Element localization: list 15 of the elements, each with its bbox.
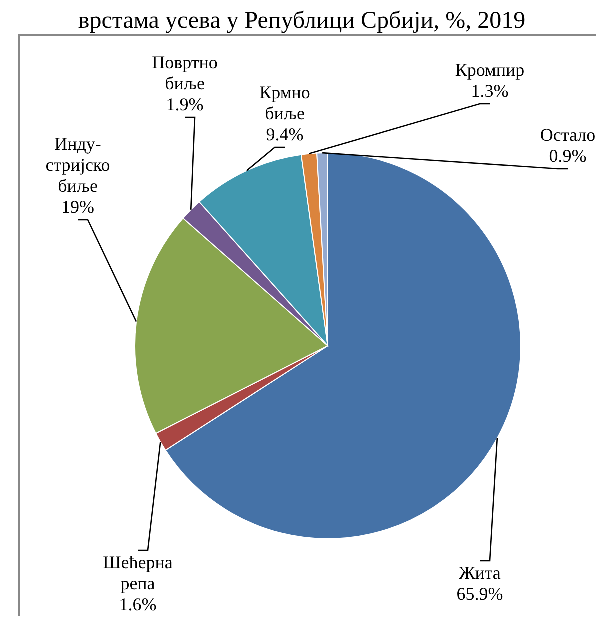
data-label: 65.9% bbox=[456, 584, 504, 604]
slice-label: Кромпир bbox=[455, 60, 525, 80]
data-label: 1.9% bbox=[166, 94, 204, 114]
slice-label: Повртно биље bbox=[152, 52, 218, 94]
data-label: 1.6% bbox=[119, 594, 157, 614]
slice-label: Остало bbox=[540, 125, 596, 145]
data-label: 0.9% bbox=[549, 146, 587, 166]
data-label: 1.3% bbox=[471, 81, 509, 101]
data-label: 9.4% bbox=[266, 124, 304, 144]
slice-label: Инду- стријско биље bbox=[46, 134, 110, 196]
chart-title: врстама усева у Републици Србији, %, 2019 bbox=[77, 8, 527, 34]
slice-label: Жита bbox=[459, 563, 501, 583]
slice-label: Крмно биље bbox=[260, 82, 310, 124]
slice-label: Шећерна репа bbox=[103, 552, 173, 594]
data-label: 19% bbox=[62, 197, 94, 217]
